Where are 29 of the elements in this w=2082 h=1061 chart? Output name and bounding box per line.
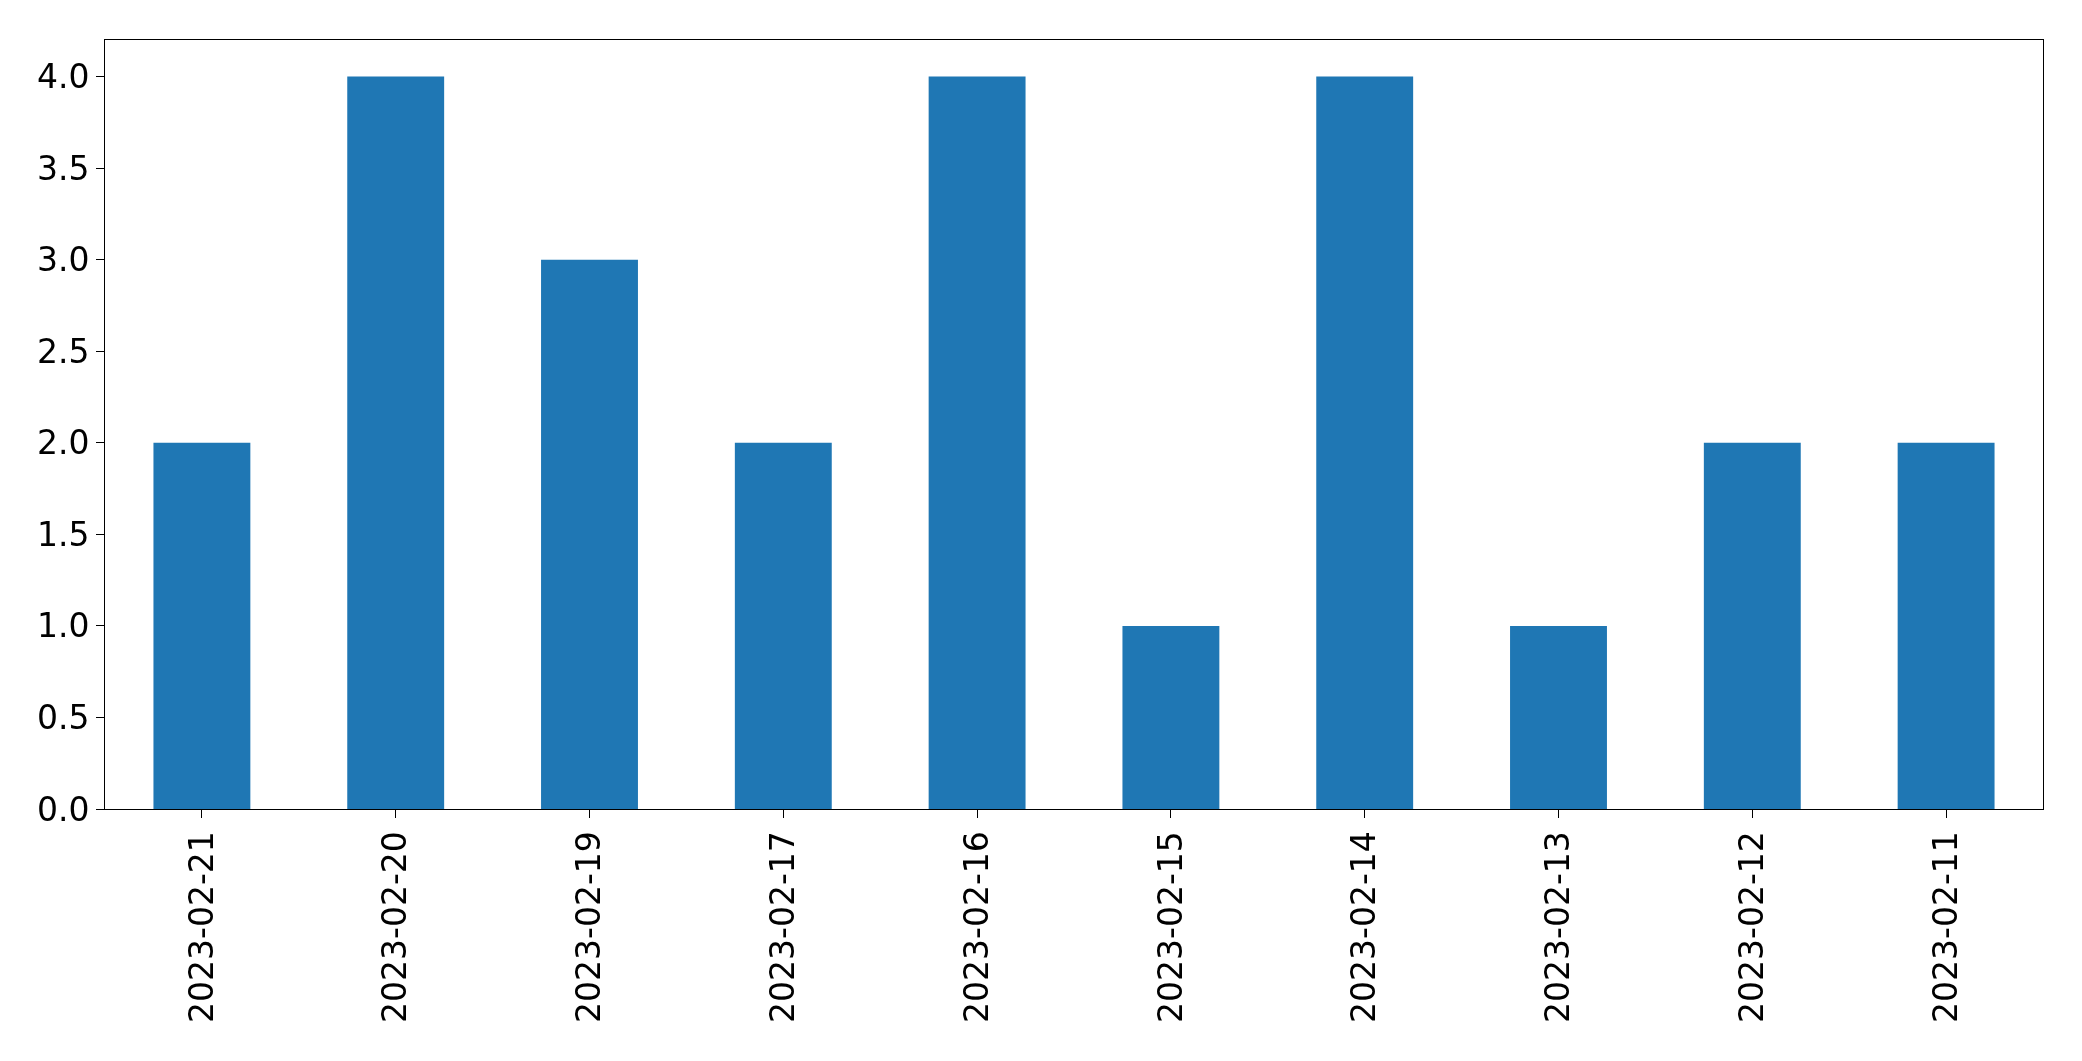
- y-tick-label: 3.0: [36, 240, 90, 280]
- x-tick-label: 2023-02-21: [181, 831, 221, 1023]
- x-tick-label: 2023-02-16: [956, 831, 996, 1023]
- y-tick-label: 1.0: [36, 606, 90, 646]
- y-tick-label: 4.0: [36, 57, 90, 97]
- x-tick-label: 2023-02-17: [763, 831, 803, 1023]
- x-tick-label: 2023-02-20: [375, 831, 415, 1023]
- x-tick-label: 2023-02-13: [1538, 831, 1578, 1023]
- bar: [1316, 76, 1414, 809]
- x-tick-label: 2023-02-14: [1344, 831, 1384, 1023]
- bar: [347, 76, 445, 809]
- y-tick-label: 2.5: [36, 331, 90, 371]
- y-tick-label: 3.5: [36, 148, 90, 188]
- y-tick-label: 1.5: [36, 514, 90, 554]
- bar: [153, 442, 251, 809]
- x-tick-label: 2023-02-11: [1925, 831, 1965, 1023]
- bar: [928, 76, 1026, 809]
- x-tick-label: 2023-02-12: [1732, 831, 1772, 1023]
- bar: [734, 442, 832, 809]
- bar: [1703, 442, 1801, 809]
- bar: [1510, 625, 1607, 809]
- x-tick-label: 2023-02-15: [1150, 831, 1190, 1023]
- bar: [1897, 442, 1995, 809]
- x-tick-label: 2023-02-19: [569, 831, 609, 1023]
- y-tick-label: 0.5: [36, 698, 90, 737]
- y-tick-label: 0.0: [36, 789, 90, 829]
- y-tick-label: 2.0: [36, 423, 90, 463]
- bar: [541, 259, 638, 809]
- bar: [1122, 625, 1220, 809]
